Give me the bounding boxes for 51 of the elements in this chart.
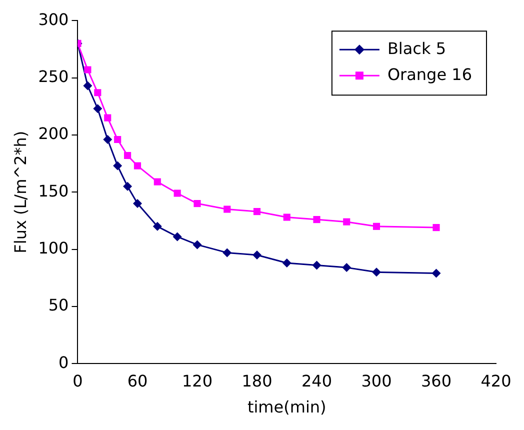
point — [103, 135, 112, 144]
point — [94, 89, 102, 96]
point — [253, 208, 261, 216]
x-tick-label: 300 — [361, 371, 392, 390]
legend-label: Orange 16 — [387, 64, 472, 84]
y-tick-label: 300 — [38, 10, 69, 29]
legend-label: Black 5 — [387, 38, 446, 58]
y-tick-label: 0 — [58, 352, 69, 372]
point — [342, 263, 352, 272]
x-tick-label: 420 — [480, 371, 512, 390]
point — [224, 206, 231, 213]
y-axis-title: Flux (L/m^2*h) — [10, 130, 30, 254]
point — [174, 190, 181, 197]
point — [343, 218, 350, 226]
y-tick-label: 150 — [38, 181, 69, 200]
x-tick-label: 360 — [420, 371, 452, 390]
point — [93, 104, 102, 114]
point — [192, 240, 202, 250]
point — [194, 200, 201, 208]
x-tick-label: 180 — [242, 371, 272, 390]
point — [432, 224, 440, 232]
point — [432, 268, 441, 278]
point — [114, 136, 122, 144]
point — [312, 260, 322, 270]
y-tick-label: 100 — [38, 238, 69, 258]
point — [154, 178, 161, 186]
point — [104, 114, 112, 122]
point — [123, 182, 132, 191]
point — [372, 268, 381, 277]
y-tick-label: 50 — [48, 296, 69, 315]
y-tick-label: 200 — [38, 124, 69, 144]
point — [282, 258, 292, 268]
point — [132, 199, 142, 208]
point — [113, 161, 122, 170]
point — [372, 222, 380, 230]
point — [172, 232, 182, 242]
x-tick-label: 60 — [127, 371, 148, 390]
point — [83, 81, 92, 90]
x-tick-label: 240 — [301, 371, 332, 390]
point — [252, 250, 262, 260]
point — [313, 216, 320, 224]
point — [222, 248, 232, 258]
x-axis-title: time(min) — [247, 398, 326, 417]
point — [124, 152, 132, 160]
point — [134, 162, 142, 170]
point — [283, 214, 290, 221]
x-tick-label: 120 — [182, 371, 213, 390]
point — [84, 66, 92, 74]
y-tick-label: 250 — [38, 66, 69, 86]
x-tick-label: 0 — [72, 371, 83, 390]
point — [152, 222, 162, 231]
